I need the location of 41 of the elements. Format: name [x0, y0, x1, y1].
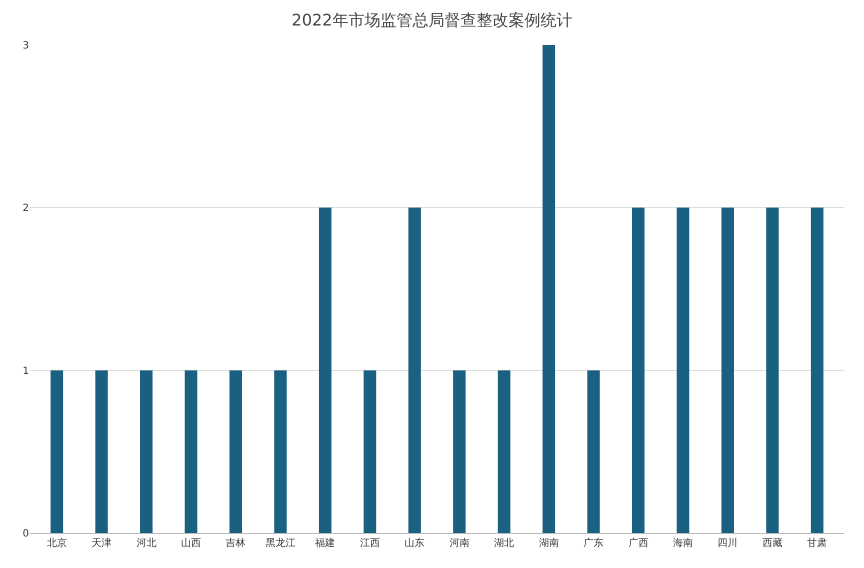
chart-title: 2022年市场监管总局督查整改案例统计 [292, 10, 572, 30]
x-tick-label: 北京 [46, 537, 67, 549]
x-tick-label: 山西 [181, 537, 202, 549]
bar [766, 208, 779, 533]
x-tick-label: 湖南 [538, 537, 559, 549]
bar [50, 370, 64, 533]
x-tick-label: 广西 [628, 537, 648, 549]
bar [274, 370, 287, 533]
bar [810, 208, 824, 533]
y-tick-label: 3 [22, 40, 29, 52]
x-tick-label: 湖北 [494, 537, 514, 549]
x-tick-label: 甘肃 [807, 537, 828, 549]
bar [676, 208, 690, 533]
bar [229, 370, 242, 533]
x-tick-label: 西藏 [762, 537, 782, 549]
bar [408, 208, 421, 533]
bar [498, 370, 510, 533]
bar [318, 208, 332, 533]
bar [184, 370, 198, 533]
bar [453, 370, 466, 533]
bar [542, 45, 556, 533]
x-tick-label: 吉林 [226, 537, 246, 549]
bar [364, 370, 376, 533]
x-tick-label: 河北 [136, 537, 156, 549]
x-tick-label: 天津 [92, 537, 112, 549]
y-tick-label: 0 [22, 528, 29, 540]
x-tick-label: 江西 [360, 537, 380, 549]
x-tick-label: 广东 [584, 537, 604, 549]
x-tick-label: 海南 [672, 537, 693, 549]
x-tick-label: 四川 [718, 537, 738, 549]
bar [587, 370, 600, 533]
y-tick-label: 2 [22, 203, 29, 214]
bar [721, 208, 734, 533]
bar [632, 208, 645, 533]
x-tick-label: 福建 [315, 537, 336, 549]
bar [140, 370, 153, 533]
bar [95, 370, 108, 533]
x-tick-label: 山东 [404, 537, 425, 549]
x-tick-label: 黑龙江 [265, 537, 296, 549]
y-tick-label: 1 [22, 366, 29, 377]
x-tick-label: 河南 [449, 537, 470, 549]
